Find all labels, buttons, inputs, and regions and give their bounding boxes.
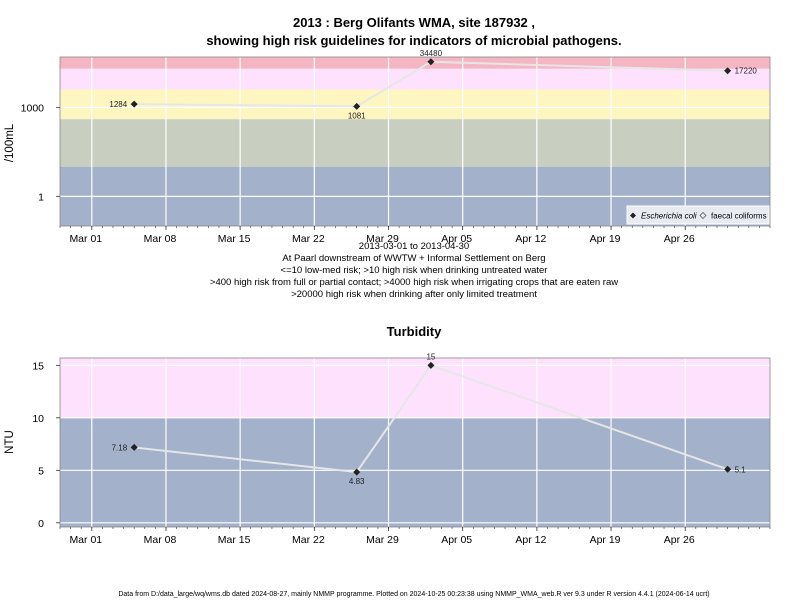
data-point-marker (427, 361, 435, 369)
x-tick-label: Apr 26 (664, 534, 695, 546)
footer-note: Data from D:/data_large/wq/wms.db dated … (118, 591, 709, 598)
chart1-subtitle-guideline-1: <=10 low-med risk; >10 high risk when dr… (281, 265, 548, 276)
band-pink (60, 68, 770, 90)
chart2-y-axis-label: NTU (4, 430, 16, 454)
x-tick-label: Apr 19 (590, 233, 621, 245)
x-tick-label: Apr 05 (441, 233, 472, 245)
legend-ecoli-marker (630, 212, 636, 219)
chart2-title: Turbidity (387, 324, 442, 339)
chart2-x-axis: Mar 01 Mar 08 Mar 15 Mar 22 Mar 29 Apr 05 Apr … (59, 527, 771, 546)
y-tick-label: 1 (38, 191, 44, 203)
x-tick-label: Mar 29 (366, 233, 399, 245)
chart1-title-line2: showing high risk guidelines for indicat… (206, 33, 621, 48)
data-point-label: 5.1 (735, 465, 747, 474)
legend-faecal-coliforms-marker (699, 212, 707, 219)
x-tick-label: Mar 22 (292, 534, 325, 546)
x-tick-label: Apr 12 (515, 233, 546, 245)
chart1-y-axis-label: /100mL (4, 123, 16, 162)
x-tick-label: Mar 15 (218, 233, 251, 245)
x-tick-label: Apr 12 (515, 534, 546, 546)
chart2-series: 7.18 4.83 15 5.1 (112, 352, 747, 486)
series-line (134, 60, 728, 108)
chart1-series: 1284 1081 34480 17220 (109, 49, 757, 121)
x-tick-label: Mar 08 (144, 534, 177, 546)
y-tick-label: 1000 (21, 102, 45, 114)
legend-box (626, 205, 770, 225)
data-point-marker (130, 100, 138, 108)
legend-ecoli-label: Escherichia coli (641, 212, 697, 221)
chart2-gridlines (60, 358, 770, 527)
chart2-plot-frame (59, 357, 771, 528)
chart1-x-axis: Mar 01 Mar 08 Mar 15 Mar 22 Mar 29 Apr 05 Apr … (59, 226, 771, 245)
x-tick-label: Apr 26 (664, 233, 695, 245)
chart1-subtitle-date-range: 2013-03-01 to 2013-04-30 (359, 241, 469, 252)
x-tick-label: Mar 22 (292, 233, 325, 245)
band-red (60, 57, 770, 69)
y-tick-label: 10 (32, 413, 44, 425)
x-tick-label: Mar 29 (366, 534, 399, 546)
chart1-subtitle-guideline-2: >400 high risk from full or partial cont… (210, 277, 618, 288)
x-tick-label: Mar 01 (69, 233, 102, 245)
chart1-legend: Escherichia coli faecal coliforms (626, 205, 770, 225)
data-point-marker (724, 67, 732, 75)
chart1-gridlines (60, 57, 770, 226)
chart1-subtitle-site: At Paarl downstream of WWTW + Informal S… (282, 253, 545, 264)
data-point-marker (130, 443, 138, 451)
data-point-label: 17220 (735, 67, 758, 76)
data-point-marker (353, 468, 361, 476)
legend-faecal-coliforms-label: faecal coliforms (711, 212, 767, 221)
chart2-bands (60, 358, 770, 527)
x-tick-label: Apr 05 (441, 534, 472, 546)
data-point-label: 34480 (420, 49, 443, 58)
data-point-label: 1284 (109, 100, 127, 109)
chart1-subtitle-guideline-3: >20000 high risk when drinking after onl… (291, 289, 537, 300)
data-point-marker (427, 58, 435, 66)
chart2-y-axis: 0 5 10 15 (32, 360, 60, 530)
x-tick-label: Mar 08 (144, 233, 177, 245)
y-tick-label: 0 (38, 518, 44, 530)
chart1-plot-frame (59, 56, 771, 227)
data-point-label: 1081 (348, 111, 366, 120)
band-blue (60, 417, 770, 527)
chart1-y-axis: 1 1000 (21, 102, 60, 203)
x-tick-label: Mar 01 (69, 534, 102, 546)
data-point-label: 15 (426, 352, 435, 361)
data-point-label: 4.83 (349, 477, 365, 486)
band-green (60, 119, 770, 167)
x-tick-label: Mar 15 (218, 534, 251, 546)
x-tick-label: Apr 19 (590, 534, 621, 546)
chart1-title-line1: 2013 : Berg Olifants WMA, site 187932 , (293, 15, 535, 30)
y-tick-label: 15 (32, 360, 44, 372)
data-point-marker (353, 102, 361, 110)
data-point-marker (724, 465, 732, 473)
y-tick-label: 5 (38, 465, 44, 477)
series-line (134, 364, 728, 474)
data-point-label: 7.18 (112, 443, 128, 452)
